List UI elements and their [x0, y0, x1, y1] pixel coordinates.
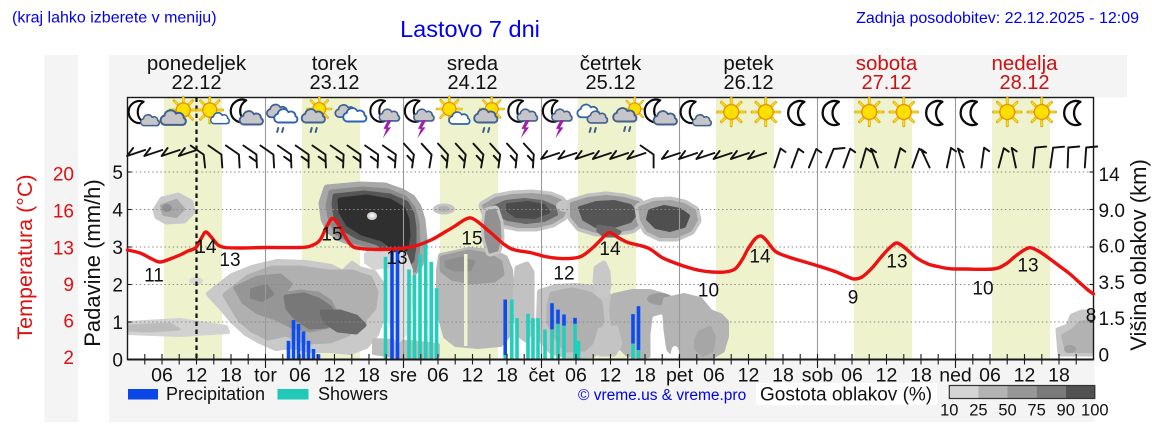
- svg-text:24.12: 24.12: [447, 72, 497, 94]
- svg-text:petek: petek: [723, 52, 774, 75]
- svg-text:06: 06: [427, 365, 449, 387]
- svg-text:18: 18: [220, 365, 242, 387]
- svg-text:3: 3: [112, 238, 123, 259]
- svg-text:© vreme.us & vreme.pro: © vreme.us & vreme.pro: [578, 387, 746, 404]
- svg-text:9: 9: [63, 275, 74, 296]
- svg-text:12: 12: [324, 365, 346, 387]
- svg-text:9: 9: [848, 288, 859, 309]
- svg-text:Lastovo 7 dni: Lastovo 7 dni: [400, 16, 540, 42]
- svg-text:27.12: 27.12: [861, 72, 911, 94]
- svg-text:sob: sob: [802, 365, 834, 387]
- svg-text:14: 14: [749, 247, 771, 268]
- svg-text:1: 1: [112, 313, 123, 334]
- svg-text:13: 13: [53, 239, 74, 260]
- svg-text:sre: sre: [390, 365, 417, 387]
- svg-text:18: 18: [910, 365, 932, 387]
- svg-text:12: 12: [738, 365, 760, 387]
- svg-text:06: 06: [289, 365, 311, 387]
- svg-text:0: 0: [112, 351, 123, 372]
- svg-text:100: 100: [1081, 402, 1109, 420]
- svg-text:16: 16: [53, 202, 74, 223]
- svg-text:Showers: Showers: [318, 384, 388, 404]
- svg-text:tor: tor: [254, 365, 277, 387]
- svg-text:sobota: sobota: [856, 52, 918, 75]
- svg-text:25: 25: [969, 402, 987, 420]
- svg-text:75: 75: [1027, 402, 1045, 420]
- svg-text:torek: torek: [312, 52, 358, 75]
- svg-text:12: 12: [553, 264, 574, 285]
- svg-text:14: 14: [599, 239, 621, 260]
- svg-text:14: 14: [1099, 165, 1121, 186]
- svg-text:10: 10: [698, 281, 719, 302]
- svg-text:15: 15: [461, 229, 482, 250]
- svg-text:18: 18: [634, 365, 656, 387]
- svg-text:06: 06: [841, 365, 863, 387]
- svg-text:90: 90: [1057, 402, 1075, 420]
- svg-text:25.12: 25.12: [585, 72, 635, 94]
- svg-text:23.12: 23.12: [309, 72, 359, 94]
- svg-text:11: 11: [144, 266, 164, 287]
- svg-text:ned: ned: [939, 365, 972, 387]
- svg-text:13: 13: [1017, 256, 1038, 277]
- svg-text:12: 12: [876, 365, 898, 387]
- svg-text:12: 12: [462, 365, 484, 387]
- svg-text:13: 13: [219, 250, 240, 271]
- svg-text:8: 8: [1086, 306, 1097, 327]
- svg-text:sreda: sreda: [447, 52, 499, 75]
- svg-text:18: 18: [496, 365, 518, 387]
- svg-text:12: 12: [186, 365, 208, 387]
- svg-text:Padavine (mm/h): Padavine (mm/h): [80, 179, 105, 347]
- svg-text:50: 50: [998, 402, 1016, 420]
- svg-text:Precipitation: Precipitation: [166, 384, 265, 404]
- svg-text:2: 2: [63, 348, 74, 369]
- svg-text:14: 14: [195, 237, 217, 258]
- svg-text:12: 12: [600, 365, 622, 387]
- svg-text:Zadnja posodobitev: 22.12.2025: Zadnja posodobitev: 22.12.2025 - 12:09: [856, 10, 1139, 27]
- svg-text:22.12: 22.12: [171, 72, 221, 94]
- svg-text:9.0: 9.0: [1099, 201, 1125, 222]
- svg-text:13: 13: [886, 252, 907, 273]
- svg-text:13: 13: [386, 248, 407, 269]
- svg-text:pet: pet: [666, 365, 694, 387]
- svg-text:20: 20: [53, 165, 74, 186]
- svg-text:Gostota oblakov (%): Gostota oblakov (%): [760, 385, 932, 406]
- svg-text:(kraj lahko izberete v meniju): (kraj lahko izberete v meniju): [12, 10, 217, 27]
- svg-text:18: 18: [358, 365, 380, 387]
- svg-text:nedelja: nedelja: [991, 52, 1058, 75]
- svg-text:26.12: 26.12: [723, 72, 773, 94]
- svg-text:6: 6: [63, 312, 74, 333]
- svg-text:18: 18: [1048, 365, 1070, 387]
- svg-text:06: 06: [703, 365, 725, 387]
- svg-text:0: 0: [1099, 346, 1110, 367]
- svg-text:3.5: 3.5: [1099, 273, 1125, 294]
- svg-text:čet: čet: [528, 365, 555, 387]
- svg-text:28.12: 28.12: [999, 72, 1049, 94]
- svg-text:4: 4: [112, 201, 123, 222]
- svg-text:Temperatura (°C): Temperatura (°C): [13, 174, 37, 339]
- svg-text:1.5: 1.5: [1099, 309, 1125, 330]
- svg-text:18: 18: [772, 365, 794, 387]
- svg-text:Višina oblakov (km): Višina oblakov (km): [1126, 159, 1151, 351]
- svg-text:10: 10: [972, 279, 993, 300]
- svg-text:06: 06: [565, 365, 587, 387]
- svg-text:6.0: 6.0: [1099, 237, 1125, 258]
- svg-text:06: 06: [979, 365, 1001, 387]
- svg-text:četrtek: četrtek: [580, 52, 642, 75]
- svg-text:2: 2: [112, 276, 123, 297]
- svg-text:06: 06: [151, 365, 173, 387]
- svg-text:15: 15: [321, 225, 342, 246]
- svg-text:10: 10: [940, 402, 958, 420]
- svg-text:5: 5: [112, 163, 123, 184]
- svg-text:12: 12: [1014, 365, 1036, 387]
- svg-text:ponedeljek: ponedeljek: [147, 52, 247, 75]
